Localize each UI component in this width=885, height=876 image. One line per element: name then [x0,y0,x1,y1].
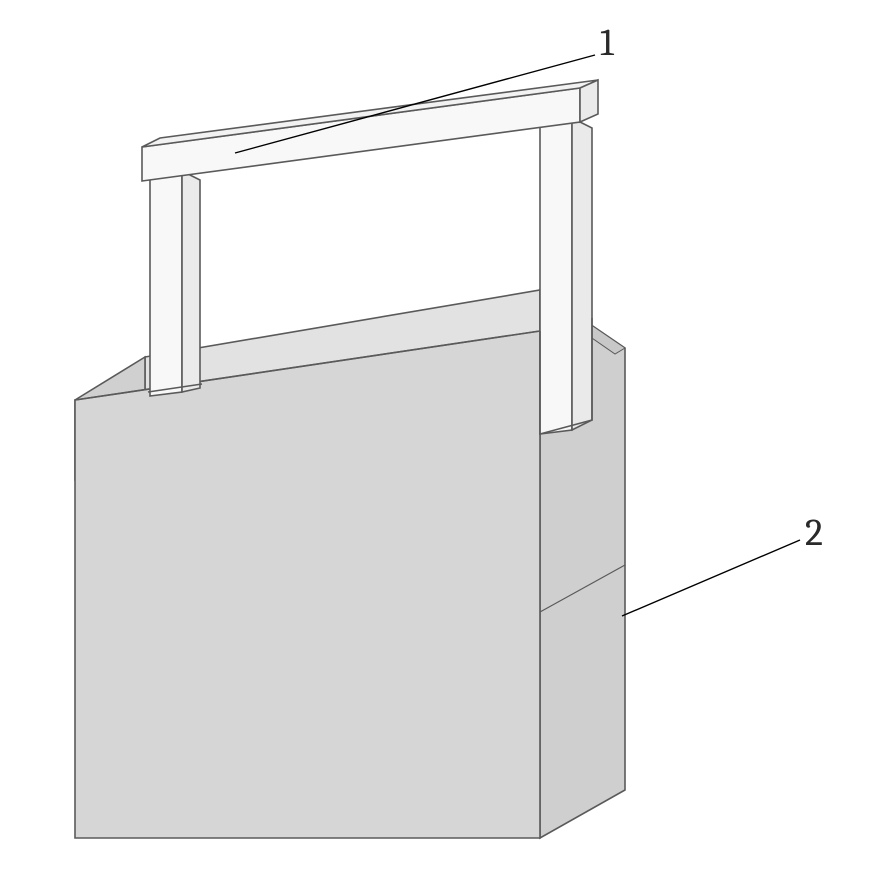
callout-2: 2 [622,511,823,616]
box-front-face [75,331,540,838]
callout-2-label: 2 [805,511,823,555]
handle-left-post-side [182,171,200,392]
callout-1-label: 1 [600,21,615,65]
handle-crossbar-end [580,80,598,122]
handle-right-post-side [572,118,592,430]
handle-right-post-front [540,118,572,434]
diagram-canvas: 1 2 [0,0,885,876]
handle-left-post-front [150,171,182,396]
callout-2-line [622,540,800,616]
